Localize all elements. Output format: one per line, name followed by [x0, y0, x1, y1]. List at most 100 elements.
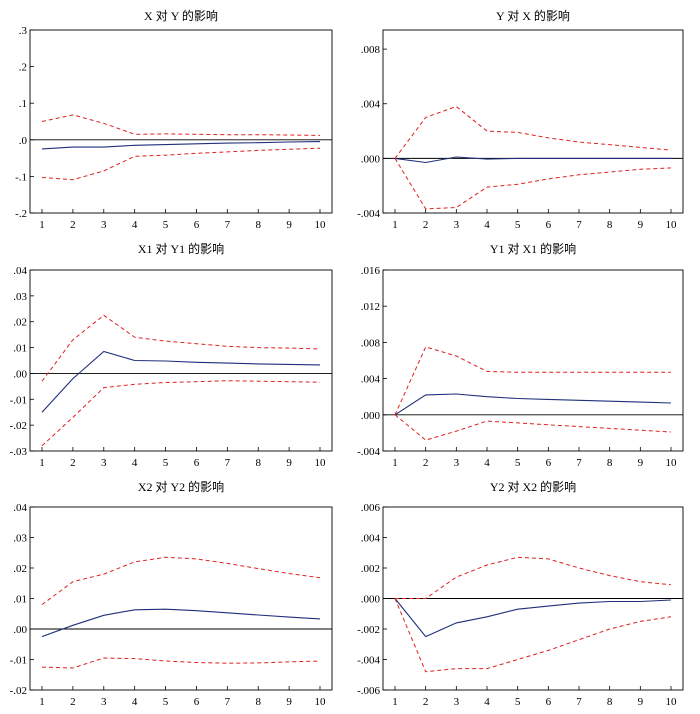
chart-title: Y2 对 X2 的影响 — [490, 479, 576, 494]
x-tick-label: 5 — [515, 696, 521, 708]
x-tick-label: 9 — [286, 219, 292, 231]
x-tick-label: 6 — [546, 219, 552, 231]
x-tick-label: 3 — [101, 696, 107, 708]
x-tick-label: 9 — [286, 457, 292, 469]
x-tick-label: 1 — [39, 219, 45, 231]
x-tick-label: 2 — [70, 457, 76, 469]
x-tick-label: 2 — [423, 457, 429, 469]
chart-panel-1: X 对 Y 的影响 -.2 -.1 .0 .1 .2 .3 1 2 3 4 5 6 7 8 9 10 — [15, 8, 333, 231]
x-tick-label: 4 — [132, 457, 138, 469]
y-tick-label: .00 — [13, 368, 27, 380]
x-tick-label: 8 — [255, 696, 261, 708]
response-line — [394, 156, 671, 164]
y-tick-label: .1 — [19, 98, 27, 110]
y-tick-label: .016 — [361, 265, 381, 277]
x-tick-label: 1 — [392, 219, 398, 231]
x-tick-label: 4 — [484, 219, 490, 231]
chart-title: X2 对 Y2 的影响 — [138, 479, 224, 494]
upper-band-line — [395, 556, 672, 599]
y-tick-label: -.01 — [10, 394, 27, 406]
x-tick-label: 9 — [286, 696, 292, 708]
x-tick-label: 3 — [101, 457, 107, 469]
y-tick-label: -.004 — [357, 655, 380, 667]
y-tick-label: -.006 — [357, 685, 380, 697]
x-tick-label: 8 — [607, 696, 613, 708]
chart-panel-5: X2 对 Y2 的影响 -.02 -.01 .00 .01 .02 .03 .04 1 2 3 4 5 6… — [10, 479, 333, 708]
lower-band-line — [394, 158, 672, 210]
y-tick-label: .2 — [19, 62, 27, 74]
y-tick-label: .008 — [361, 337, 381, 349]
y-tick-label: .004 — [361, 99, 381, 111]
y-tick-label: .006 — [361, 502, 381, 514]
chart-panel-6: Y2 对 X2 的影响 -.006 -.004 -.002 .000 .002 .004 .0… — [357, 479, 684, 708]
x-tick-label: 10 — [315, 696, 327, 708]
y-tick-label: .3 — [19, 25, 28, 37]
y-tick-label: .004 — [361, 533, 381, 545]
upper-band-line — [41, 314, 321, 382]
y-tick-label: -.02 — [10, 685, 27, 697]
chart-panel-4: Y1 对 X1 的影响 -.004 .000 .004 .008 .012 .016 1 2 3 4… — [357, 241, 684, 469]
plot-frame — [29, 269, 333, 452]
x-tick-label: 7 — [576, 457, 582, 469]
x-tick-label: 3 — [454, 219, 460, 231]
x-tick-label: 3 — [101, 219, 107, 231]
y-tick-label: .02 — [13, 563, 27, 575]
y-tick-label: -.004 — [357, 446, 380, 458]
y-tick-label: -.002 — [357, 624, 380, 636]
y-tick-label: .000 — [361, 594, 381, 606]
x-tick-label: 2 — [423, 219, 429, 231]
y-tick-label: .03 — [13, 533, 27, 545]
chart-title: X 对 Y 的影响 — [144, 8, 218, 23]
chart-title: X1 对 Y1 的影响 — [138, 241, 224, 256]
y-tick-label: .03 — [13, 291, 27, 303]
lower-band-line — [394, 414, 672, 441]
x-tick-label: 2 — [70, 219, 76, 231]
y-tick-label: -.02 — [10, 420, 27, 432]
x-tick-label: 8 — [607, 457, 613, 469]
y-tick-label: .002 — [361, 563, 380, 575]
upper-band-line — [41, 556, 321, 606]
response-line — [394, 393, 672, 416]
x-tick-label: 6 — [194, 696, 200, 708]
x-tick-label: 4 — [484, 457, 490, 469]
x-tick-label: 8 — [255, 457, 261, 469]
y-tick-label: .0 — [19, 135, 28, 147]
x-tick-label: 6 — [546, 696, 552, 708]
lower-band-line — [394, 598, 672, 673]
x-tick-label: 5 — [163, 457, 169, 469]
y-tick-label: .04 — [13, 265, 27, 277]
x-tick-label: 6 — [546, 457, 552, 469]
chart-title: Y 对 X 的影响 — [496, 8, 570, 23]
y-tick-label: .000 — [361, 153, 381, 165]
chart-panel-2: Y 对 X 的影响 -.004 .000 .004 .008 1 2 3 4 5 6 7 8 9 10 — [357, 8, 684, 231]
x-tick-label: 9 — [638, 219, 644, 231]
x-tick-label: 7 — [225, 696, 231, 708]
x-tick-label: 10 — [666, 219, 678, 231]
x-tick-label: 8 — [255, 219, 261, 231]
y-tick-label: .01 — [13, 343, 27, 355]
x-tick-label: 7 — [225, 219, 231, 231]
x-tick-label: 3 — [454, 696, 460, 708]
y-tick-label: .004 — [361, 374, 381, 386]
plot-frame — [382, 29, 684, 214]
x-tick-label: 5 — [515, 219, 521, 231]
x-tick-label: 1 — [392, 457, 398, 469]
y-tick-label: .000 — [361, 410, 381, 422]
y-tick-label: .01 — [13, 594, 27, 606]
plot-frame — [29, 506, 333, 691]
response-line — [41, 350, 321, 413]
x-tick-label: 9 — [638, 457, 644, 469]
x-tick-label: 7 — [576, 219, 582, 231]
chart-panel-3: X1 对 Y1 的影响 -.03 -.02 -.01 .00 .01 .02 .03 .04 1 2… — [10, 241, 333, 469]
y-tick-label: -.2 — [15, 208, 27, 220]
x-tick-label: 5 — [515, 457, 521, 469]
x-tick-label: 8 — [607, 219, 613, 231]
x-tick-label: 5 — [163, 219, 169, 231]
lower-band-line — [41, 147, 321, 181]
lower-band-line — [41, 657, 321, 669]
x-tick-label: 1 — [39, 696, 45, 708]
y-tick-label: -.1 — [15, 171, 27, 183]
y-tick-label: -.03 — [10, 446, 28, 458]
lower-band-line — [41, 380, 321, 447]
